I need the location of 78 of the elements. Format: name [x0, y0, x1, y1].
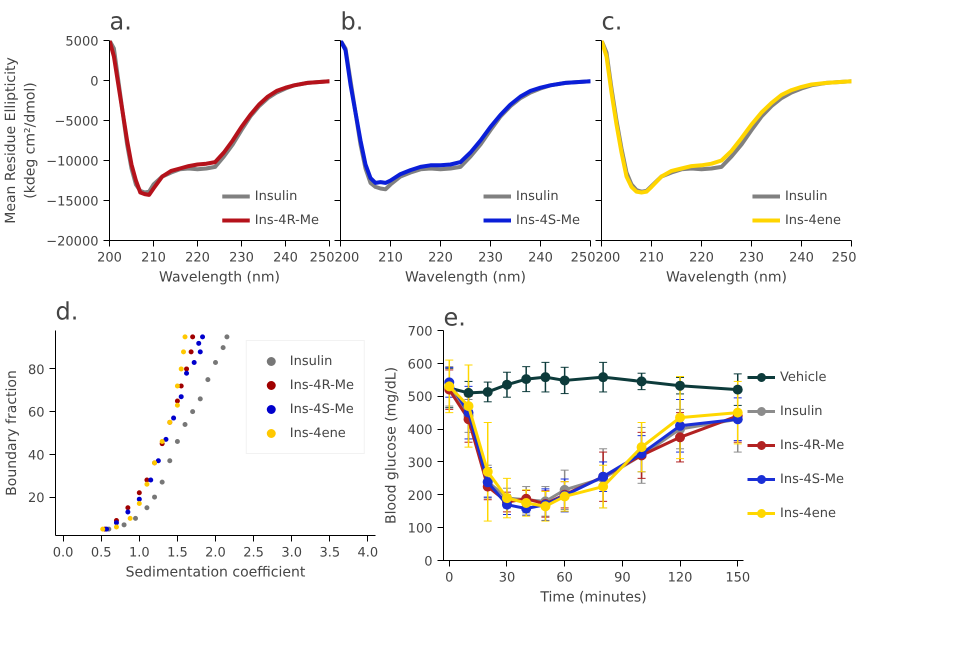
y-tick-label: −20000 — [46, 234, 98, 250]
x-tick-label: 0.5 — [90, 546, 112, 560]
x-axis-title: Wavelength (nm) — [666, 270, 787, 286]
y-tick-label: −5000 — [54, 114, 99, 130]
x-tick-label: 200 — [334, 250, 360, 266]
y-tick-label: 5000 — [65, 34, 99, 50]
x-tick-label: 30 — [498, 570, 516, 586]
y-tick-label: 500 — [408, 390, 433, 406]
x-axis-title: Time (minutes) — [539, 590, 647, 606]
y-axis-title: Blood glucose (mg/dL) — [384, 366, 400, 524]
y-tick-label: 700 — [408, 324, 433, 340]
x-tick-label: 220 — [428, 250, 453, 266]
legend-label: Ins-4ene — [780, 506, 836, 520]
legend-label: Ins-4S-Me — [780, 472, 844, 486]
legend-label: Ins-4S-Me — [290, 402, 354, 416]
x-axis-title: Wavelength (nm) — [405, 270, 526, 286]
x-tick-label: 0.0 — [52, 546, 74, 560]
x-tick-label: 3.0 — [281, 546, 302, 560]
x-tick-label: 230 — [229, 250, 254, 266]
y-axis-title: Mean Residue Ellipticity (kdeg cm²/dmol) — [3, 57, 38, 224]
legend-label: Insulin — [290, 354, 332, 368]
x-tick-label: 240 — [789, 250, 814, 266]
chart-title: a. — [110, 8, 132, 36]
chart-title: e. — [444, 304, 466, 332]
x-tick-label: 220 — [185, 250, 210, 266]
y-tick-label: 40 — [28, 448, 45, 464]
x-tick-label: 200 — [97, 250, 122, 266]
x-tick-label: 250 — [832, 250, 857, 266]
y-axis-title: Boundary fraction — [4, 370, 20, 496]
chart-title: c. — [602, 8, 622, 36]
legend-label: Ins-4R-Me — [780, 438, 844, 452]
legend-label: Insulin — [780, 404, 823, 418]
x-tick-label: 220 — [689, 250, 714, 266]
y-tick-label: −15000 — [46, 194, 98, 210]
y-tick-label: 20 — [28, 491, 45, 506]
x-tick-label: 200 — [596, 250, 620, 266]
legend-label: Ins-4R-Me — [290, 378, 354, 392]
x-tick-label: 250 — [310, 250, 335, 266]
legend-label: Insulin — [784, 188, 828, 204]
x-tick-label: 120 — [668, 570, 692, 586]
x-tick-label: 0 — [445, 570, 454, 586]
x-tick-label: 210 — [378, 250, 403, 266]
x-tick-label: 4.0 — [358, 546, 378, 560]
x-tick-label: 2.5 — [243, 546, 264, 560]
y-tick-label: 600 — [408, 357, 433, 372]
x-axis-title: Wavelength (nm) — [159, 270, 280, 286]
y-tick-label: 60 — [28, 406, 45, 421]
x-tick-label: 230 — [478, 250, 503, 266]
x-tick-label: 150 — [725, 570, 750, 586]
x-tick-label: 250 — [570, 250, 596, 266]
x-tick-label: 60 — [556, 570, 573, 586]
legend-label: Insulin — [254, 188, 298, 204]
x-tick-label: 240 — [528, 250, 553, 266]
chart-title: d. — [56, 298, 78, 326]
x-tick-label: 210 — [141, 250, 166, 266]
y-tick-label: −10000 — [46, 154, 98, 170]
x-tick-label: 3.5 — [319, 546, 340, 560]
x-tick-label: 240 — [273, 250, 298, 266]
legend-label: Ins-4ene — [784, 212, 841, 228]
y-tick-label: 300 — [408, 456, 433, 471]
x-tick-label: 2.0 — [205, 546, 226, 560]
chart-title: b. — [340, 8, 364, 36]
y-tick-label: 200 — [408, 488, 433, 504]
y-tick-label: 0 — [90, 74, 99, 90]
x-tick-label: 230 — [739, 250, 764, 266]
x-tick-label: 90 — [614, 570, 631, 586]
x-tick-label: 1.0 — [128, 546, 150, 560]
legend-label: Ins-4ene — [290, 426, 346, 440]
x-axis-title: Sedimentation coefficient — [126, 564, 306, 580]
legend-label: Vehicle — [780, 370, 826, 384]
x-tick-label: 1.5 — [167, 546, 188, 560]
legend-label: Ins-4S-Me — [516, 212, 580, 228]
x-tick-label: 210 — [639, 250, 664, 266]
legend-label: Ins-4R-Me — [254, 212, 319, 228]
y-tick-label: 100 — [408, 522, 433, 537]
legend-label: Insulin — [516, 188, 559, 204]
y-tick-label: 80 — [28, 362, 45, 378]
y-tick-label: 400 — [408, 423, 433, 438]
